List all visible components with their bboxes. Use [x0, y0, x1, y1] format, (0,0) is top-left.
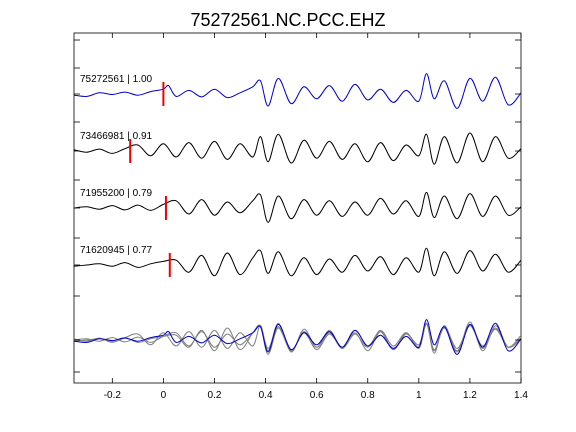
trace-label: 71620945 | 0.77: [80, 245, 153, 256]
trace-label: 71955200 | 0.79: [80, 188, 153, 199]
plot-frame: [73, 32, 522, 384]
trace-line: [73, 191, 522, 223]
overlay-traces: [73, 39, 522, 373]
x-tick-label: 0.8: [361, 390, 375, 401]
trace-line: [73, 73, 522, 109]
x-tick-label: 0.2: [208, 390, 222, 401]
x-tick-label: 1: [416, 390, 422, 401]
overlay-line: [73, 319, 522, 355]
trace-line: [73, 132, 522, 165]
trace-line: [73, 247, 522, 277]
trace-label: 75272561 | 1.00: [80, 74, 153, 85]
x-tick-label: 1.2: [463, 390, 477, 401]
chart-title: 75272561.NC.PCC.EHZ: [190, 10, 385, 30]
traces: 75272561 | 1.00 73466981 | 0.91 71955200 |…: [73, 73, 522, 277]
trace-label: 73466981 | 0.91: [80, 131, 153, 142]
x-tick-label: -0.2: [104, 390, 122, 401]
x-axis: -0.2 0 0.2 0.4 0.6 0.8 1 1.2 1.4: [104, 33, 528, 401]
x-tick-label: 0.6: [310, 390, 324, 401]
x-tick-label: 0: [161, 390, 167, 401]
x-tick-label: 1.4: [514, 390, 528, 401]
x-tick-label: 0.4: [259, 390, 273, 401]
